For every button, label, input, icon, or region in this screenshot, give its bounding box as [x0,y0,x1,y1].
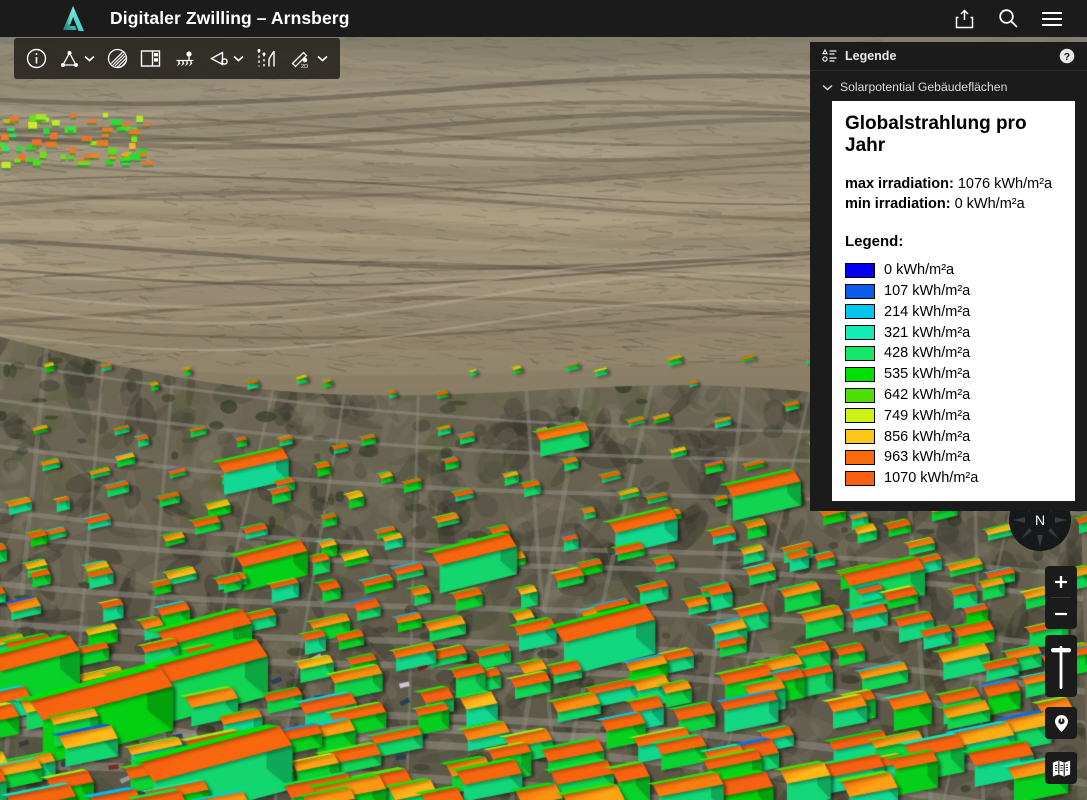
terrain-profile-icon[interactable] [167,38,202,79]
max-irradiation-value: 1076 kWh/m²a [957,175,1053,192]
sketch-2d-icon[interactable]: 2D [283,38,334,79]
chevron-down-icon[interactable] [822,84,833,91]
legend-entry-label: 749 kWh/m²a [884,407,971,424]
legend-color-swatch [845,387,875,403]
locate-icon[interactable] [1045,707,1077,739]
legend-color-swatch [845,470,875,486]
split-view-icon[interactable] [134,38,167,79]
arnsberg-a-logo-icon[interactable] [46,0,102,37]
shadow-icon[interactable] [101,38,134,79]
legend-panel-header: Legende ? [810,42,1087,71]
legend-entry-label: 321 kWh/m²a [884,324,971,341]
min-irradiation-row: min irradiation: 0 kWh/m²a [845,194,1062,215]
legend-entry-label: 963 kWh/m²a [884,449,971,466]
legend-entry-label: 535 kWh/m²a [884,366,971,383]
legend-color-swatch [845,283,875,299]
svg-text:2D: 2D [301,64,308,69]
legend-entry: 214 kWh/m²a [845,301,1062,322]
min-irradiation-value: 0 kWh/m²a [954,196,1025,213]
legend-color-swatch [845,449,875,465]
svg-text:N: N [1035,512,1045,528]
legend-color-swatch [845,325,875,341]
legend-entry: 535 kWh/m²a [845,364,1062,385]
info-icon[interactable] [20,38,53,79]
menu-icon[interactable] [1030,0,1074,37]
legend-entry: 749 kWh/m²a [845,405,1062,426]
legend-layer-name: Solarpotential Gebäudeflächen [840,80,1008,94]
chevron-down-icon[interactable] [317,55,328,62]
legend-entry: 0 kWh/m²a [845,260,1062,281]
legend-entry: 321 kWh/m²a [845,322,1062,343]
legend-layer-toggle[interactable]: Solarpotential Gebäudeflächen [810,71,1087,101]
legend-entry-label: 0 kWh/m²a [884,262,955,279]
legend-color-swatch [845,304,875,320]
basemap-icon[interactable] [1045,752,1077,784]
legend-color-swatch [845,262,875,278]
search-icon[interactable] [986,0,1030,37]
page-title: Digitaler Zwilling – Arnsberg [110,8,350,28]
map-toolbar: 2D [14,38,340,79]
legend-heading: Legend: [845,232,904,250]
legend-entry: 107 kWh/m²a [845,281,1062,302]
legend-entry-label: 856 kWh/m²a [884,428,971,445]
divider [1051,597,1071,598]
elevation-profile-icon[interactable] [250,38,283,79]
legend-color-swatch [845,429,875,445]
legend-entry: 642 kWh/m²a [845,385,1062,406]
legend-icon [822,49,837,63]
legend-panel-title: Legende [845,49,897,63]
legend-entry: 428 kWh/m²a [845,343,1062,364]
legend-color-swatch [845,366,875,382]
legend-entry-label: 428 kWh/m²a [884,345,971,362]
legend-entry-list: 0 kWh/m²a 107 kWh/m²a 214 kWh/m²a 321 kWh/m… [845,260,1062,489]
chevron-down-icon[interactable] [84,55,95,62]
max-irradiation-row: max irradiation: 1076 kWh/m²a [845,174,1062,195]
zoom-in-button[interactable] [1045,566,1077,597]
share-icon[interactable] [942,0,986,37]
chevron-down-icon[interactable] [233,55,244,62]
legend-entry-label: 1070 kWh/m²a [884,470,979,487]
app-header: Digitaler Zwilling – Arnsberg [0,0,1087,37]
legend-entry-label: 214 kWh/m²a [884,303,971,320]
legend-entry: 856 kWh/m²a [845,426,1062,447]
legend-entry: 1070 kWh/m²a [845,468,1062,489]
legend-color-swatch [845,345,875,361]
zoom-controls [1045,566,1077,629]
help-icon[interactable]: ? [1059,48,1075,64]
legend-card: Globalstrahlung pro Jahr max irradiation… [832,101,1075,501]
min-irradiation-label: min irradiation: [845,196,951,213]
legend-entry: 963 kWh/m²a [845,447,1062,468]
svg-text:?: ? [1064,51,1070,63]
legend-panel: Legende ? Solarpotential Gebäudeflächen … [810,42,1087,511]
zoom-out-button[interactable] [1045,598,1077,629]
max-irradiation-label: max irradiation: [845,175,954,192]
legend-card-title: Globalstrahlung pro Jahr [845,113,1027,156]
legend-entry-label: 107 kWh/m²a [884,283,971,300]
header-actions [942,0,1087,37]
viewshed-icon[interactable] [202,38,250,79]
tilt-slider-control[interactable] [1045,635,1077,697]
legend-color-swatch [845,408,875,424]
measure-area-icon[interactable] [53,38,101,79]
legend-entry-label: 642 kWh/m²a [884,387,971,404]
